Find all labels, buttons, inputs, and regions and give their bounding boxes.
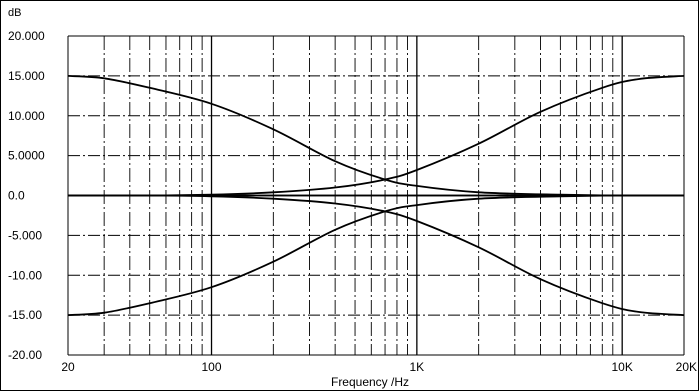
series-line-1 (67, 75, 685, 197)
series-line-2 (67, 194, 685, 316)
x-tick-label: 20K (676, 360, 697, 374)
x-tick-label: 100 (202, 360, 222, 374)
y-tick-labels: 20.000 15.000 10.000 5.0000 0.0 -5.000 -10.00 -… (8, 29, 45, 362)
series-group (67, 75, 685, 316)
x-axis-title: Frequency /Hz (331, 375, 409, 389)
x-tick-labels: 20 100 1K 10K 20K (61, 360, 697, 374)
y-tick-label: 10.000 (8, 109, 45, 123)
y-tick-label: 20.000 (8, 29, 45, 43)
y-tick-label: -15.00 (8, 308, 42, 322)
y-axis-unit: dB (8, 7, 21, 19)
y-tick-label: 5.0000 (8, 149, 45, 163)
y-tick-label: 15.000 (8, 69, 45, 83)
y-tick-label: -5.000 (8, 228, 42, 242)
x-tick-label: 10K (612, 360, 633, 374)
y-tick-label: -20.00 (8, 348, 42, 362)
y-tick-label: 0.0 (8, 189, 25, 203)
y-tick-label: -10.00 (8, 268, 42, 282)
x-tick-label: 20 (61, 360, 75, 374)
x-tick-label: 1K (410, 360, 425, 374)
